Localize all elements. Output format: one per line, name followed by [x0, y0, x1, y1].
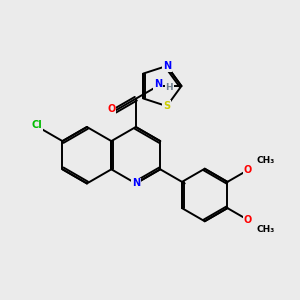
Text: O: O [243, 215, 252, 225]
Text: O: O [243, 165, 252, 175]
Text: H: H [165, 83, 173, 92]
Text: CH₃: CH₃ [256, 225, 274, 234]
Text: S: S [163, 101, 170, 111]
Text: O: O [107, 104, 116, 114]
Text: N: N [163, 61, 171, 71]
Text: N: N [132, 178, 140, 188]
Text: N: N [154, 79, 162, 89]
Text: CH₃: CH₃ [256, 156, 274, 165]
Text: Cl: Cl [31, 121, 42, 130]
